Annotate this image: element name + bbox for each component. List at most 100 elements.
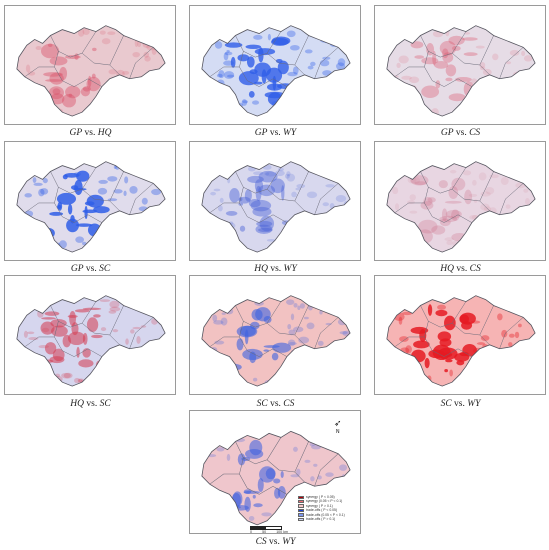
map-patch [148, 366, 157, 374]
region-fill [16, 25, 166, 117]
map-patch [277, 167, 284, 172]
map-patch [257, 478, 264, 493]
map-patch [107, 31, 116, 35]
district-boundary [209, 66, 240, 78]
map-patch [212, 314, 218, 322]
map-patch [34, 30, 42, 35]
map-patch [272, 342, 292, 353]
map-patch [451, 177, 466, 191]
map-patch [218, 70, 225, 79]
map-patch [243, 490, 260, 494]
map-patch [407, 100, 418, 108]
map-patch [505, 204, 511, 209]
map-patch [511, 34, 517, 39]
map-patch [300, 485, 311, 493]
map-patch [339, 164, 346, 171]
map-patch [254, 48, 276, 56]
map-patch [150, 29, 159, 37]
map-patch [49, 56, 68, 66]
map-patch [502, 237, 507, 246]
map-patch [287, 508, 292, 516]
map-patch [52, 348, 65, 362]
district-boundary [451, 305, 494, 336]
map-patch [259, 466, 276, 483]
map-patch [418, 219, 438, 234]
map-patch [233, 380, 240, 387]
district-boundary [294, 334, 305, 346]
region-map [201, 430, 351, 526]
legend-item: trade-offs (0.05 < P < 0.1) [298, 513, 345, 517]
map-patch [301, 82, 305, 91]
district-boundary [314, 47, 339, 79]
map-patch [148, 108, 159, 112]
district-boundary [235, 31, 282, 58]
map-patch [310, 476, 315, 482]
map-patch [38, 188, 45, 197]
map-patch [82, 332, 88, 345]
map-patch [288, 501, 294, 504]
region-map [386, 161, 536, 253]
map-patch [256, 220, 273, 227]
district-boundary [235, 301, 282, 328]
map-patch [159, 339, 163, 346]
map-patch [62, 334, 71, 348]
map-patch [137, 41, 142, 48]
map-patch [396, 62, 401, 69]
map-patch [467, 237, 472, 244]
map-patch [148, 75, 154, 79]
region-map [201, 25, 351, 117]
map-patch [86, 194, 104, 208]
map-patch [409, 97, 417, 101]
map-patch [143, 51, 150, 58]
map-patch [402, 166, 411, 174]
map-patch [137, 243, 145, 249]
map-patch [500, 301, 506, 307]
map-patch [473, 199, 478, 203]
north-arrow-icon: ➶ N [334, 419, 342, 435]
map-patch [122, 105, 127, 111]
district-boundary [479, 64, 490, 76]
map-patch [44, 342, 57, 355]
map-patch [239, 325, 256, 337]
map-patch [78, 359, 94, 368]
district-boundary [50, 31, 97, 58]
map-patch [435, 309, 448, 317]
map-patch [109, 300, 120, 308]
map-patch [223, 60, 234, 66]
map-patch [35, 375, 45, 378]
map-patch [410, 175, 429, 186]
map-patch [158, 163, 163, 171]
map-patch [217, 205, 223, 212]
map-patch [293, 326, 304, 333]
region-outline [16, 161, 166, 253]
legend-item: trade-offs ( P < 0.05) [298, 508, 345, 512]
map-patch [495, 222, 503, 231]
map-patch [217, 495, 225, 501]
map-patch [76, 170, 90, 182]
region-outline [201, 430, 351, 526]
map-patch [441, 208, 448, 222]
map-patch [254, 62, 272, 77]
map-patch [210, 379, 217, 387]
map-patch [269, 244, 274, 249]
map-patch [475, 45, 485, 49]
map-patch [280, 471, 284, 479]
map-patch [151, 188, 162, 196]
district-boundary [81, 35, 124, 66]
map-patch [112, 329, 119, 333]
district-boundary [424, 51, 472, 87]
map-patch [307, 363, 317, 369]
map-patch [477, 237, 483, 246]
map-patch [153, 33, 159, 39]
map-patch [157, 247, 163, 251]
map-patch [277, 83, 294, 89]
map-patch [220, 317, 228, 326]
map-patch [390, 79, 401, 86]
map-patch [417, 105, 425, 113]
map-patch [237, 54, 250, 62]
district-boundary [266, 305, 309, 336]
map-patch [156, 239, 162, 243]
map-patch [160, 355, 166, 364]
map-patch [449, 169, 457, 174]
legend-item: trade-offs ( P > 0.1) [298, 517, 345, 521]
